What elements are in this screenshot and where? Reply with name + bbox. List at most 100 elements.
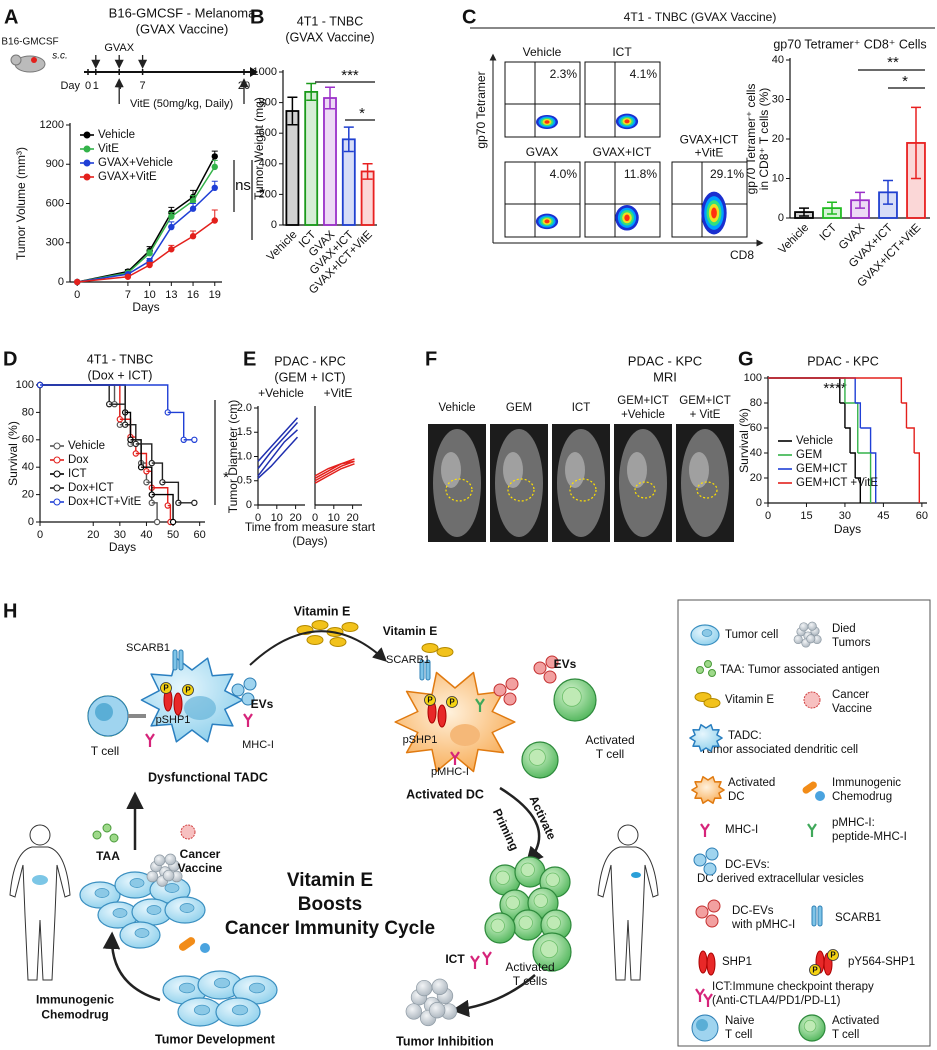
dead-cell [164,853,177,866]
panel-label: A [4,6,18,28]
data-point [168,223,175,231]
nucleus [193,1004,211,1016]
data-point [189,205,197,212]
x-axis-label: Time from measure start [245,520,376,534]
flow-density [544,219,550,224]
mhc-icon [475,698,485,712]
series-line [77,156,216,283]
y-axis-label: Tumor Volume (mm³) [14,147,28,260]
label: PDAC - KPC [628,353,702,368]
tumor-outline [569,478,597,502]
y-tick-label: 1000 [253,66,277,78]
phospho [160,682,172,694]
series-line [257,429,298,477]
panel-label: B [250,6,264,28]
survival-step [844,427,851,453]
x-tick-label: 16 [187,289,199,301]
mhc-icon [700,823,710,837]
y-tick-label: 80 [22,406,34,418]
survival-step [906,427,915,453]
x-tick-label: 15 [800,510,812,522]
ev [231,683,245,697]
dead-cell [431,978,448,995]
label: T cell [596,747,624,761]
shp1-icon [706,952,716,976]
label: T cell [725,1029,752,1041]
label: (Anti-CTLA4/PD1/PD-L1) [712,995,841,1007]
flow-plot [504,161,581,238]
label: GVAX+ICT [680,133,739,147]
y-tick-label: 40 [22,461,34,473]
data-point [168,246,175,253]
y-tick-label: 0 [28,516,34,528]
y-axis-label: gp70 Tetramer⁺ cells [744,84,758,195]
survival-step [40,384,169,413]
label: 4T1 - TNBC (GVAX Vaccine) [624,10,777,24]
label: Tumor cell [725,629,778,641]
human-head [617,824,639,846]
taa-icon [92,830,102,840]
y-tick-label: 200 [259,188,277,200]
legend-marker [53,456,61,464]
data-point [211,153,218,160]
label: Immunogenic [36,993,114,1007]
significance: ns [235,177,251,194]
survival-step [40,384,126,413]
survival-step [870,452,877,503]
ev [505,677,519,691]
ev [695,905,709,919]
mri-organ [689,452,709,488]
significance: *** [341,67,359,84]
label: SHP1 [722,956,752,968]
label: Vaccine [832,703,872,715]
legend-label: GVAX+Vehicle [98,157,173,169]
label: CD8 [730,248,754,262]
y-tick-label: 900 [46,158,64,170]
dead-cell [153,854,166,867]
x-tick-label: Vehicle [777,222,812,257]
x-axis-label: Days [109,540,136,554]
legend-label: GEM [796,449,822,461]
label: GVAX [526,145,558,159]
taa-icon [704,660,712,668]
data-point [211,163,218,171]
survival-step [855,477,862,503]
chart-subtitle: (GEM + ICT) [274,370,345,384]
survival-step [125,411,132,440]
label: Vehicle [438,402,475,414]
label: Activated DC [406,787,484,801]
y-tick-label: 1.0 [237,450,252,462]
survival-step [167,411,185,440]
survival-step [141,466,153,495]
error-bar [883,179,893,205]
x-tick-label: 10 [271,512,283,524]
legend-label: GVAX+VitE [98,171,157,183]
dead-cell [793,634,803,645]
label: DC-EVs [732,905,774,917]
y-tick-label: 800 [259,97,277,109]
mri-organ [565,452,585,488]
ev [705,914,719,928]
label: GVAX [104,42,134,54]
y-tick-label: 60 [22,434,34,446]
significance: * [902,73,908,90]
label: DC derived extracellular vesicles [697,873,864,885]
ev [705,847,719,861]
series-line [257,417,299,462]
legend-marker [53,442,61,450]
label: 7 [140,80,146,92]
y-tick-label: 600 [46,197,64,209]
nucleus [146,905,162,915]
panel-label: C [462,6,476,28]
label: 29.1% [710,167,744,181]
dead-cell [146,870,159,883]
x-tick-label: 30 [839,510,851,522]
y-tick-label: 20 [22,489,34,501]
label: Died [832,623,856,635]
label: Tumor associated dendritic cell [700,744,858,756]
x-tick-label: 0 [312,512,318,524]
label: Chemodrug [41,1008,108,1022]
timeline-arrow [250,67,258,77]
legend-label: Dox+ICT+VitE [68,496,142,508]
